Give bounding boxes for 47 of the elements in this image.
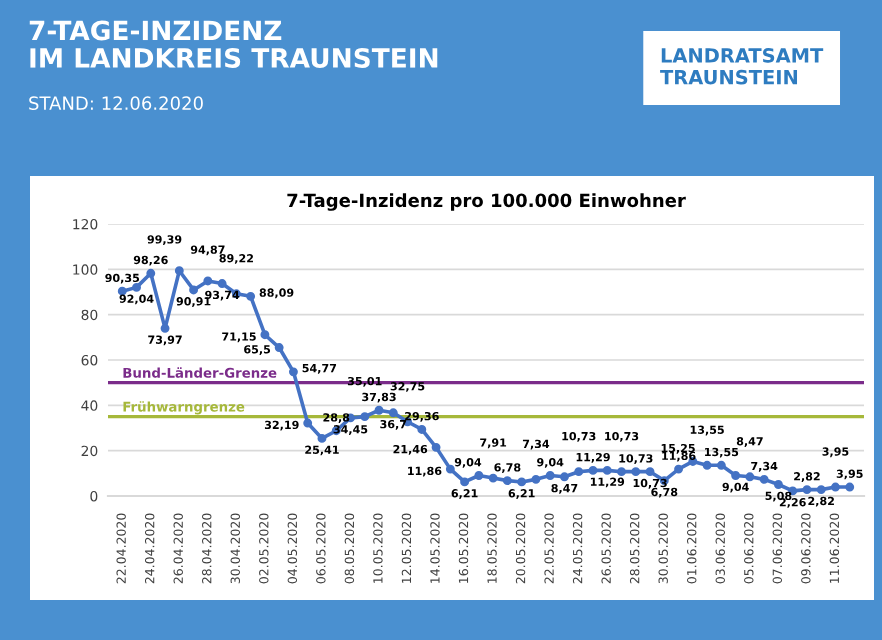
point	[602, 465, 612, 475]
point	[716, 460, 726, 470]
point	[674, 464, 684, 474]
point	[460, 477, 470, 487]
point	[445, 464, 455, 474]
point	[531, 474, 541, 484]
point	[160, 323, 170, 333]
point	[246, 291, 256, 301]
point	[360, 412, 370, 422]
point	[702, 460, 712, 470]
point	[645, 467, 655, 477]
point	[431, 442, 441, 452]
point	[146, 268, 156, 278]
point	[417, 425, 427, 434]
point	[588, 465, 598, 475]
point	[617, 467, 626, 477]
point	[631, 467, 641, 477]
point	[189, 285, 199, 295]
point	[845, 482, 855, 492]
point	[560, 472, 569, 482]
chart-title: 7-Tage-Inzidenz pro 100.000 Einwohner	[287, 193, 686, 211]
text: 7-TAGE-INZIDENZ IM LANDKREIS TRAUNSTEIN	[29, 20, 438, 68]
text: LANDRATSAMT TRAUNSTEIN	[660, 48, 824, 85]
text: STAND: 12.06.2020	[29, 96, 203, 110]
point	[545, 471, 555, 480]
point	[502, 476, 512, 486]
point	[773, 480, 783, 489]
point	[374, 405, 384, 415]
point	[388, 408, 398, 418]
point	[260, 330, 270, 340]
point	[816, 485, 826, 495]
point	[731, 471, 741, 480]
point	[745, 472, 755, 482]
point	[203, 276, 213, 286]
point	[217, 279, 227, 288]
point	[317, 433, 327, 443]
point	[574, 467, 584, 477]
point	[831, 482, 840, 492]
point	[274, 343, 284, 352]
point	[488, 473, 498, 483]
point	[517, 477, 527, 487]
point	[303, 418, 313, 428]
point	[288, 367, 298, 377]
point	[759, 474, 769, 484]
point	[474, 471, 484, 480]
point	[802, 485, 812, 495]
point	[174, 266, 184, 276]
